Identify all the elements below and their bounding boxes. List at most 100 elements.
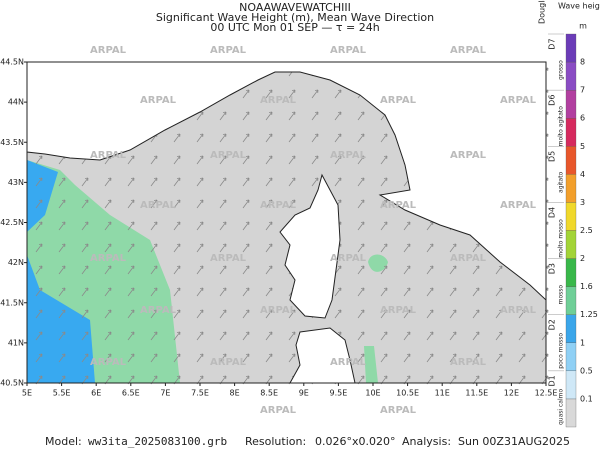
arrow — [472, 309, 480, 319]
arrow — [127, 331, 135, 341]
arrow — [81, 199, 89, 209]
arrow — [242, 309, 250, 319]
colorbar-band — [565, 118, 577, 147]
x-tick-label: 6.5E — [122, 389, 140, 398]
arrow — [518, 331, 526, 341]
arrow — [242, 199, 250, 209]
subtitle: Significant Wave Height (m), Mean Wave D… — [156, 11, 434, 24]
watermark: ARPAL — [260, 405, 297, 416]
arrow — [81, 309, 89, 319]
arrow — [311, 133, 319, 143]
arrow — [288, 331, 296, 341]
arrow — [196, 287, 204, 297]
arrow — [426, 309, 434, 319]
arrow — [265, 177, 273, 187]
arrow — [242, 133, 250, 143]
arrow — [104, 199, 112, 209]
arrow — [495, 353, 503, 363]
arrow — [472, 353, 480, 363]
arrow — [380, 243, 388, 253]
arrow — [357, 353, 365, 363]
colorbar-band — [565, 314, 577, 343]
arrow — [518, 309, 526, 319]
colorbar-band — [565, 342, 577, 372]
arrow — [288, 89, 296, 99]
watermark: ARPAL — [140, 200, 177, 211]
arrow — [219, 353, 227, 363]
arrow — [380, 309, 388, 319]
arrow — [35, 287, 43, 297]
arrow — [265, 133, 273, 143]
arrow — [173, 133, 181, 143]
arrow — [518, 287, 526, 297]
arrow — [150, 155, 158, 165]
arrow — [81, 265, 89, 275]
arrow — [104, 353, 112, 363]
arrow — [58, 287, 66, 297]
arrow — [288, 353, 296, 363]
colorbar-band — [565, 202, 577, 231]
arrow — [219, 111, 227, 121]
arrow — [150, 331, 158, 341]
arrow — [357, 133, 365, 143]
colorbar-label: 4 — [580, 170, 585, 179]
arrow — [242, 243, 250, 253]
colorbar-band — [565, 33, 577, 63]
arrow — [472, 265, 480, 275]
arrow — [127, 199, 135, 209]
arrow — [357, 243, 365, 253]
arrow — [150, 265, 158, 275]
footer-label: Analysis: — [402, 435, 451, 448]
arrow — [357, 287, 365, 297]
watermark: ARPAL — [330, 253, 367, 264]
arrow — [288, 309, 296, 319]
arrow — [219, 155, 227, 165]
arrow — [265, 89, 273, 99]
arrow — [58, 331, 66, 341]
arrow — [403, 221, 411, 231]
colorbar-band — [565, 61, 577, 91]
arrow — [311, 155, 319, 165]
arrow — [334, 133, 342, 143]
arrow — [196, 111, 204, 121]
arrow — [380, 133, 388, 143]
y-tick-label: 43.5N — [0, 138, 24, 147]
colorbar-label: 1 — [580, 338, 585, 347]
arrow — [173, 155, 181, 165]
douglas-name: molto agitato — [558, 106, 565, 147]
arrow — [127, 287, 135, 297]
arrow — [357, 309, 365, 319]
arrow — [265, 199, 273, 209]
douglas-code: D1 — [548, 375, 557, 386]
watermark: ARPAL — [90, 150, 127, 161]
arrow — [127, 309, 135, 319]
watermark: ARPAL — [260, 305, 297, 316]
arrow — [173, 265, 181, 275]
colorbar-label: 3 — [580, 198, 585, 207]
arrow — [173, 287, 181, 297]
arrow — [104, 177, 112, 187]
arrow — [104, 309, 112, 319]
arrow — [196, 309, 204, 319]
arrow — [219, 133, 227, 143]
douglas-code: D6 — [548, 95, 557, 106]
footer-value: Sun 00Z31AUG2025 — [458, 435, 570, 448]
arrow — [242, 221, 250, 231]
douglas-code: D5 — [548, 151, 557, 162]
arrow — [58, 309, 66, 319]
arrow — [311, 111, 319, 121]
arrow — [219, 287, 227, 297]
arrow — [426, 353, 434, 363]
arrow — [219, 199, 227, 209]
arrow — [357, 177, 365, 187]
arrow — [265, 221, 273, 231]
watermark: ARPAL — [330, 150, 367, 161]
arrow — [265, 265, 273, 275]
arrow — [426, 243, 434, 253]
x-tick-label: 10E — [365, 389, 380, 398]
arrow — [242, 265, 250, 275]
arrow — [403, 353, 411, 363]
arrow — [242, 353, 250, 363]
arrow — [334, 287, 342, 297]
